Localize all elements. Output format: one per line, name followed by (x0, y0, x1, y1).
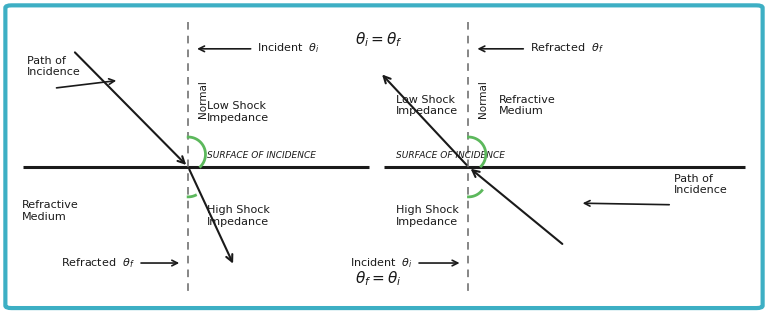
Text: Incident  $\theta_i$: Incident $\theta_i$ (257, 41, 320, 55)
Text: Normal: Normal (198, 80, 208, 118)
Text: Low Shock
Impedance: Low Shock Impedance (396, 95, 458, 116)
Text: Refractive
Medium: Refractive Medium (499, 95, 556, 116)
Text: Normal: Normal (478, 80, 488, 118)
FancyBboxPatch shape (5, 5, 763, 308)
Text: Incident  $\theta_i$: Incident $\theta_i$ (349, 256, 412, 270)
Text: Refracted  $\theta_f$: Refracted $\theta_f$ (530, 41, 604, 55)
Text: Refracted  $\theta_f$: Refracted $\theta_f$ (61, 256, 134, 270)
Text: Path of
Incidence: Path of Incidence (27, 55, 81, 77)
Text: Low Shock
Impedance: Low Shock Impedance (207, 101, 270, 123)
Text: High Shock
Impedance: High Shock Impedance (207, 205, 270, 226)
Text: High Shock
Impedance: High Shock Impedance (396, 205, 458, 226)
Text: SURFACE OF INCIDENCE: SURFACE OF INCIDENCE (207, 151, 316, 160)
Text: Refractive
Medium: Refractive Medium (22, 200, 78, 222)
Text: $\theta_f = \theta_i$: $\theta_f = \theta_i$ (356, 269, 402, 288)
Text: SURFACE OF INCIDENCE: SURFACE OF INCIDENCE (396, 151, 505, 160)
Text: $\theta_i = \theta_f$: $\theta_i = \theta_f$ (355, 30, 402, 49)
Text: Path of
Incidence: Path of Incidence (674, 174, 728, 195)
